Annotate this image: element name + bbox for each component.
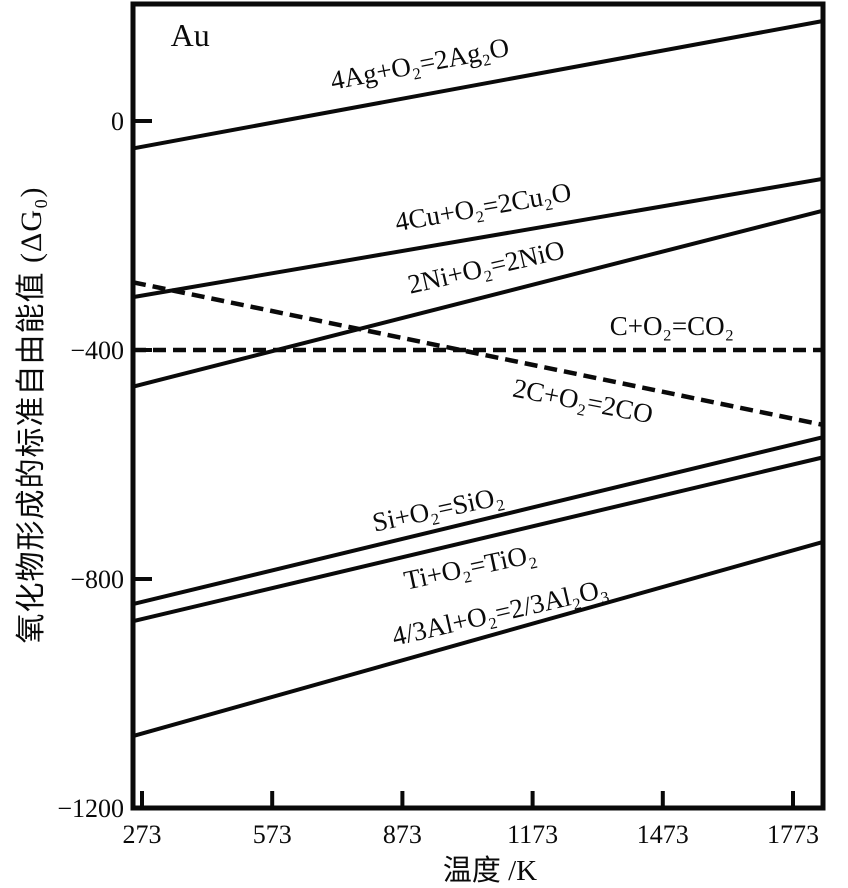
x-tick-label-273: 273 xyxy=(123,820,162,849)
x-tick-label-873: 873 xyxy=(383,820,422,849)
x-tick-label-1773: 1773 xyxy=(767,820,819,849)
y-tick-label--1200: −1200 xyxy=(57,794,124,823)
line-sio2 xyxy=(132,435,824,607)
label-co: 2C+O₂=2CO xyxy=(510,373,655,430)
y-axis-title: 氧化物形成的标准自由能值 (ΔG₀) xyxy=(15,186,48,644)
line-co xyxy=(132,280,824,428)
label-nio: 2Ni+O₂=2NiO xyxy=(405,234,568,299)
x-tick-label-1173: 1173 xyxy=(507,820,558,849)
au-annotation: Au xyxy=(171,17,210,53)
y-tick-label--400: −400 xyxy=(70,336,124,365)
line-ag2o xyxy=(132,19,824,151)
x-tick-label-573: 573 xyxy=(253,820,292,849)
label-ag2o: 4Ag+O₂=2Ag₂O xyxy=(328,32,512,96)
line-al2o3 xyxy=(132,540,824,739)
y-tick-label--800: −800 xyxy=(70,565,124,594)
y-tick-label-0: 0 xyxy=(111,107,124,136)
x-axis-title: 温度 /K xyxy=(442,855,538,887)
plot-border xyxy=(130,1,826,811)
x-tick-label-1473: 1473 xyxy=(637,820,689,849)
line-tio2 xyxy=(132,455,824,624)
label-co2: C+O₂=CO₂ xyxy=(610,311,734,341)
line-cu2o xyxy=(132,176,824,300)
line-nio xyxy=(132,208,824,389)
label-tio2: Ti+O₂=TiO₂ xyxy=(401,538,539,595)
